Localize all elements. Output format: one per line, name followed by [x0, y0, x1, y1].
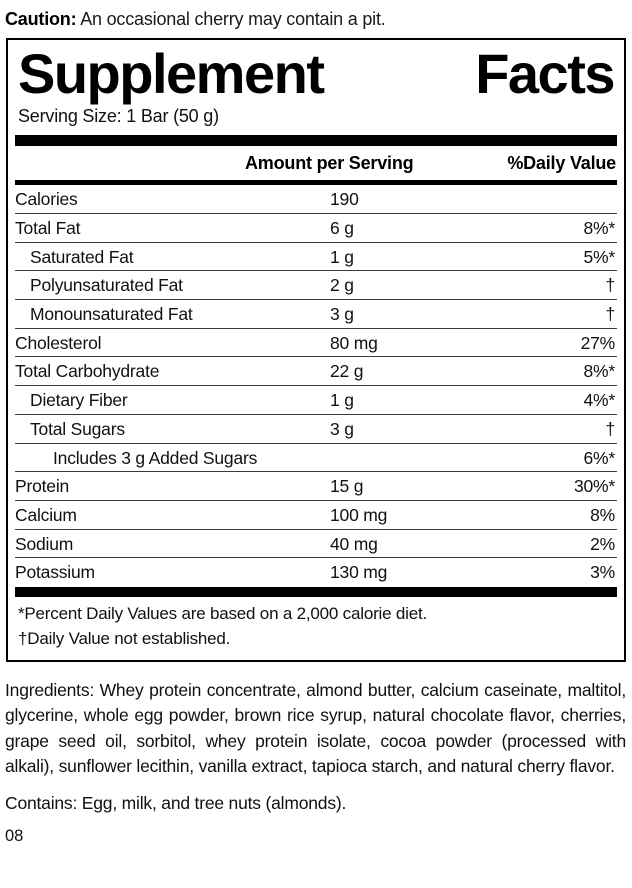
row-total-sugars: Total Sugars 3 g † [15, 415, 617, 444]
nutrient-daily-value: † [605, 275, 615, 296]
row-total-fat: Total Fat 6 g 8%* [15, 214, 617, 243]
caution-text: An occasional cherry may contain a pit. [80, 9, 386, 29]
nutrient-amount: 40 mg [330, 533, 378, 554]
nutrient-daily-value: 8% [590, 504, 615, 525]
page-number: 08 [5, 827, 24, 846]
panel-title: Supplement Facts [15, 42, 617, 105]
nutrient-name: Protein [15, 476, 70, 497]
nutrient-daily-value: 8%* [583, 361, 615, 382]
nutrient-name: Monounsaturated Fat [30, 304, 193, 325]
nutrient-name: Saturated Fat [30, 246, 134, 267]
nutrient-amount: 1 g [330, 390, 354, 411]
serving-size: Serving Size: 1 Bar (50 g) [18, 106, 219, 127]
nutrient-amount: 80 mg [330, 332, 378, 353]
nutrient-table: Calories 190 Total Fat 6 g 8%* Saturated… [15, 185, 617, 587]
row-added-sugars: Includes 3 g Added Sugars 6%* [15, 444, 617, 473]
allergen-statement: Contains: Egg, milk, and tree nuts (almo… [5, 793, 347, 814]
nutrient-daily-value: 5%* [583, 246, 615, 267]
nutrient-amount: 15 g [330, 476, 364, 497]
column-header-amount: Amount per Serving [245, 153, 414, 174]
footnotes: *Percent Daily Values are based on a 2,0… [15, 597, 617, 654]
row-polyunsaturated-fat: Polyunsaturated Fat 2 g † [15, 271, 617, 301]
nutrient-name: Calories [15, 189, 78, 210]
nutrient-name: Total Sugars [30, 418, 125, 439]
divider-thick-bottom [15, 586, 617, 597]
row-calcium: Calcium 100 mg 8% [15, 501, 617, 530]
column-headers: Amount per Serving %Daily Value [15, 146, 617, 180]
footnote-dagger: †Daily Value not established. [18, 629, 231, 649]
caution-note: Caution: An occasional cherry may contai… [5, 9, 626, 30]
nutrient-daily-value: † [605, 418, 615, 439]
nutrient-amount: 2 g [330, 275, 354, 296]
row-saturated-fat: Saturated Fat 1 g 5%* [15, 243, 617, 272]
nutrient-name: Polyunsaturated Fat [30, 275, 183, 296]
panel-title-word-facts: Facts [475, 42, 615, 105]
nutrient-daily-value [500, 185, 615, 213]
nutrient-daily-value: 30%* [573, 476, 615, 497]
row-dietary-fiber: Dietary Fiber 1 g 4%* [15, 386, 617, 415]
nutrient-amount: 3 g [330, 418, 354, 439]
nutrient-amount: 100 mg [330, 504, 388, 525]
nutrient-daily-value: 4%* [583, 390, 615, 411]
column-header-daily-value: %Daily Value [507, 153, 616, 174]
row-potassium: Potassium 130 mg 3% [15, 558, 617, 587]
row-monounsaturated-fat: Monounsaturated Fat 3 g † [15, 300, 617, 329]
caution-label: Caution: [5, 9, 77, 29]
footnote-daily-values: *Percent Daily Values are based on a 2,0… [18, 603, 428, 623]
row-protein: Protein 15 g 30%* [15, 472, 617, 501]
row-total-carbohydrate: Total Carbohydrate 22 g 8%* [15, 357, 617, 387]
nutrient-name: Total Carbohydrate [15, 361, 160, 382]
row-calories: Calories 190 [15, 185, 617, 215]
nutrient-name: Total Fat [15, 218, 81, 239]
nutrient-daily-value: 2% [590, 533, 615, 554]
nutrient-daily-value: 8%* [583, 218, 615, 239]
nutrient-amount: 22 g [330, 361, 364, 382]
nutrient-name: Sodium [15, 533, 74, 554]
nutrient-daily-value: 6%* [583, 447, 615, 468]
nutrient-name: Potassium [15, 562, 95, 583]
nutrient-daily-value: 27% [580, 332, 616, 353]
row-cholesterol: Cholesterol 80 mg 27% [15, 329, 617, 358]
ingredients-paragraph: Ingredients: Whey protein concentrate, a… [5, 679, 626, 776]
row-sodium: Sodium 40 mg 2% [15, 530, 617, 559]
nutrient-amount: 6 g [330, 218, 354, 239]
nutrient-amount: 3 g [330, 304, 354, 325]
divider-thick-top [15, 135, 617, 147]
panel-title-word-supplement: Supplement [18, 42, 325, 105]
divider-medium [15, 180, 617, 186]
nutrient-amount: 190 [330, 189, 359, 210]
nutrient-name: Dietary Fiber [30, 390, 128, 411]
nutrient-name: Calcium [15, 504, 77, 525]
nutrient-amount: 130 mg [330, 562, 388, 583]
nutrient-daily-value: † [605, 304, 615, 325]
nutrient-daily-value: 3% [590, 562, 615, 583]
nutrient-name: Cholesterol [15, 332, 102, 353]
nutrient-amount [330, 444, 500, 472]
nutrient-amount: 1 g [330, 246, 354, 267]
nutrient-name: Includes 3 g Added Sugars [53, 447, 258, 468]
supplement-facts-panel: Supplement Facts Serving Size: 1 Bar (50… [6, 38, 626, 662]
